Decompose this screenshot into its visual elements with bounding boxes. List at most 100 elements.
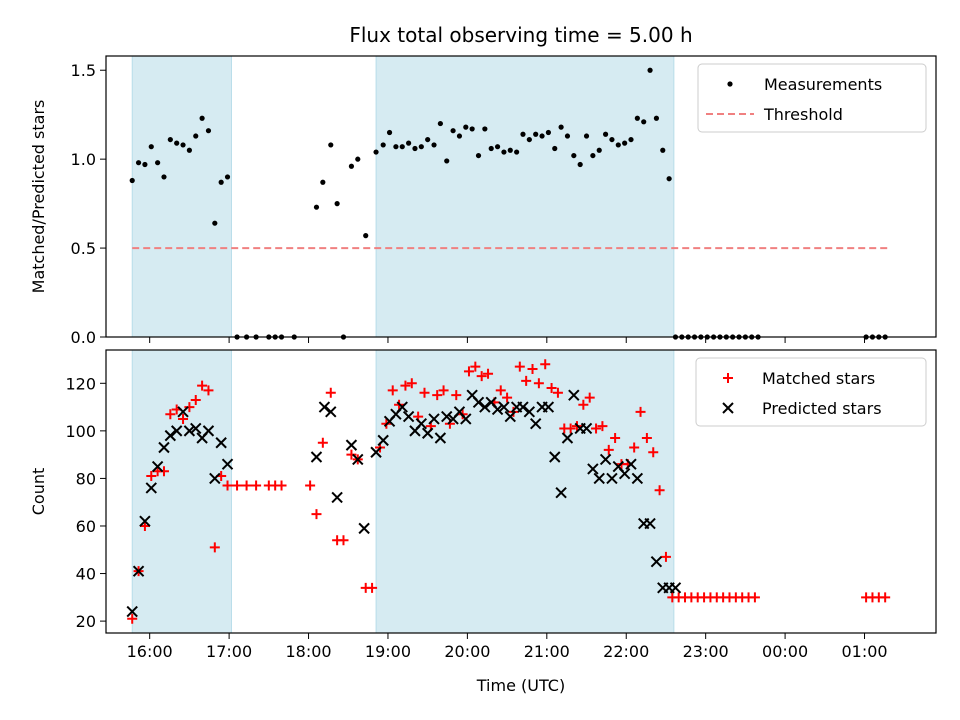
matched-star-point <box>521 375 532 386</box>
predicted-star-point <box>491 403 504 416</box>
ratio-panel: 0.0 0.5 1.0 1.5 Matched/Predicted stars Measu… <box>29 55 937 347</box>
matched-star-point <box>597 421 608 432</box>
x-tick-label: 16:00 <box>127 642 173 661</box>
predicted-star-point <box>599 453 612 466</box>
matched-star-point <box>367 582 378 593</box>
measurement-point <box>348 163 355 169</box>
matched-star-point <box>533 378 544 389</box>
predicted-star-point <box>587 463 599 475</box>
measurement-point <box>129 177 135 184</box>
measurement-point <box>444 158 450 164</box>
matched-star-point <box>276 480 287 491</box>
measurement-point <box>463 124 469 130</box>
predicted-star-point <box>345 439 358 451</box>
measurement-point <box>602 131 609 137</box>
measurement-point <box>142 161 148 168</box>
predicted-star-point <box>631 472 644 485</box>
matched-star-point <box>610 432 621 443</box>
y-tick-label: 100 <box>65 422 96 441</box>
predicted-star-point <box>428 413 440 425</box>
predicted-star-point <box>529 418 542 430</box>
plot-frame <box>105 55 937 338</box>
measurement-point <box>218 179 224 185</box>
measurement-point <box>533 131 539 137</box>
legend-label: Matched stars <box>762 369 875 388</box>
predicted-star-point <box>644 517 656 530</box>
predicted-star-point <box>561 432 574 444</box>
predicted-star-point <box>460 413 472 425</box>
predicted-star-point <box>139 515 151 527</box>
matched-star-point <box>387 385 398 396</box>
matched-star-point <box>232 480 243 491</box>
x-tick-label: 20:00 <box>444 642 490 661</box>
measurement-point <box>475 152 482 159</box>
legend-box <box>695 357 927 427</box>
predicted-star-point <box>479 401 491 413</box>
measurement-point <box>660 147 666 153</box>
measurement-point <box>469 126 475 132</box>
matched-star-point <box>565 423 576 434</box>
legend: Matched stars Predicted stars <box>695 357 927 427</box>
matched-star-point <box>406 378 417 389</box>
measurement-point <box>148 144 154 150</box>
predicted-star-point <box>170 425 183 437</box>
predicted-star-point <box>183 425 196 437</box>
matched-star-point <box>483 368 494 379</box>
predicted-star-point <box>580 422 593 435</box>
measurement-point <box>393 144 399 150</box>
x-tick-label: 18:00 <box>285 642 331 661</box>
matched-star-point <box>305 480 316 491</box>
matched-star-point <box>635 406 646 417</box>
x-tick-label: 00:00 <box>762 642 808 661</box>
y-axis-title: Count <box>29 468 48 516</box>
matched-star-point <box>527 364 538 375</box>
matched-star-point <box>127 613 138 624</box>
y-tick-label: 1.0 <box>71 150 96 169</box>
chart-title: Flux total observing time = 5.00 h <box>349 23 692 47</box>
observing-window <box>131 55 232 338</box>
matched-star-point <box>139 520 150 531</box>
measurement-point <box>488 145 494 152</box>
matched-star-point <box>578 399 589 410</box>
measurement-point <box>622 140 628 146</box>
matched-star-point <box>203 385 214 396</box>
matched-star-point <box>880 592 891 603</box>
matched-star-point <box>338 535 349 546</box>
x-tick-label: 23:00 <box>683 642 729 661</box>
matched-star-point <box>495 385 506 396</box>
measurement-point <box>583 133 590 139</box>
legend-predicted-marker <box>722 402 734 414</box>
measurement-point <box>167 136 173 143</box>
measurement-point <box>412 145 418 152</box>
measurement-point <box>501 149 507 155</box>
measurement-point <box>406 140 412 146</box>
matched-star-point <box>325 387 336 398</box>
predicted-star-point <box>145 482 157 494</box>
matched-star-point <box>400 380 411 391</box>
matched-star-point <box>184 402 195 413</box>
predicted-star-point <box>396 401 408 413</box>
measurement-point <box>334 201 340 207</box>
measurement-point <box>399 144 405 150</box>
y-tick-label: 0.0 <box>71 328 96 347</box>
measurement-point <box>628 136 634 143</box>
matched-star-point <box>463 366 474 377</box>
matched-star-point <box>660 551 671 562</box>
plot-frame <box>105 349 937 634</box>
measurement-point <box>450 128 456 134</box>
measurement-point <box>155 160 161 166</box>
measurement-point <box>590 152 596 159</box>
measurement-point <box>666 176 672 182</box>
predicted-star-point <box>523 406 536 418</box>
y-tick-label: 60 <box>76 517 96 536</box>
matched-star-point <box>476 371 487 382</box>
matched-star-point <box>451 390 462 401</box>
measurement-point <box>212 220 218 226</box>
predicted-star-point <box>352 453 364 466</box>
predicted-star-point <box>325 406 337 418</box>
matched-star-point <box>432 390 443 401</box>
measurement-point <box>564 133 571 139</box>
predicted-star-point <box>202 425 215 437</box>
matched-star-point <box>158 466 169 477</box>
predicted-star-point <box>310 451 323 463</box>
